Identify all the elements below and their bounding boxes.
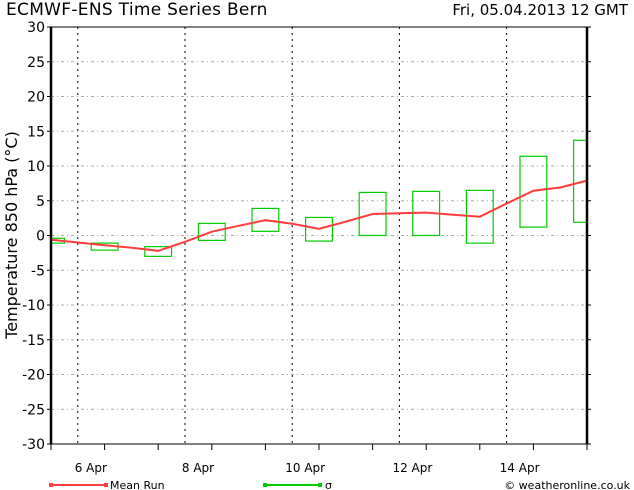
mean-run-point <box>345 220 347 223</box>
y-tick-label: 15 <box>27 124 45 140</box>
legend-sigma-marker <box>263 483 267 487</box>
sigma-box <box>197 222 226 241</box>
mean-run-point <box>532 189 535 192</box>
x-tick-label: 14 Apr <box>500 461 540 475</box>
sigma-box <box>305 216 334 242</box>
mean-run-point <box>157 249 159 252</box>
mean-run-point <box>291 222 294 225</box>
y-axis-label: Temperature 850 hPa (°C) <box>2 131 21 340</box>
mean-run-point <box>371 213 374 215</box>
y-tick-label: 5 <box>36 194 45 210</box>
forecast-date: Fri, 05.04.2013 12 GMT <box>452 1 628 19</box>
sigma-box <box>519 155 548 228</box>
mean-run-point <box>398 212 401 215</box>
mean-run-point <box>130 246 133 249</box>
mean-run-point <box>505 202 508 205</box>
y-tick-label: 30 <box>27 20 45 36</box>
mean-run-point <box>103 244 106 247</box>
mean-run-line <box>50 179 588 252</box>
legend: Mean Run σ <box>49 479 332 490</box>
credit: © weatheronline.co.uk <box>504 479 630 490</box>
x-tick-label: 12 Apr <box>392 461 432 475</box>
mean-run-point <box>479 215 481 218</box>
y-tick-label: 10 <box>27 159 45 175</box>
mean-run-point <box>318 228 320 230</box>
mean-run-point <box>425 211 428 214</box>
y-tick-label: -15 <box>22 333 45 349</box>
y-tick-label: -10 <box>22 298 45 314</box>
legend-mean-run-marker <box>104 483 108 487</box>
mean-run-point <box>211 230 213 233</box>
y-tick-label: -25 <box>22 402 45 418</box>
legend-mean-run-marker <box>49 483 53 487</box>
sigma-box <box>144 246 173 257</box>
mean-run-point <box>237 224 240 227</box>
x-tick-label: 10 Apr <box>285 461 325 475</box>
mean-run-point <box>184 240 186 243</box>
sigma-box <box>465 189 494 244</box>
y-tick-label: 20 <box>27 90 45 106</box>
sigma-box <box>251 207 280 232</box>
legend-mean-run-label: Mean Run <box>110 479 165 490</box>
y-tick-label: 25 <box>27 55 45 71</box>
y-tick-label: -30 <box>22 437 45 453</box>
y-tick-label: -5 <box>31 263 45 279</box>
x-tick-label: 8 Apr <box>182 461 214 475</box>
mean-run-point <box>559 186 561 189</box>
mean-run-point <box>264 219 267 222</box>
y-tick-label: 0 <box>36 229 45 245</box>
y-tick-label: -20 <box>22 368 45 384</box>
legend-sigma-label: σ <box>325 479 332 490</box>
mean-run-point <box>77 241 79 244</box>
mean-run-point <box>452 213 454 216</box>
x-tick-label: 6 Apr <box>75 461 107 475</box>
chart-title: ECMWF-ENS Time Series Bern <box>6 0 268 20</box>
legend-sigma-marker <box>318 483 322 487</box>
